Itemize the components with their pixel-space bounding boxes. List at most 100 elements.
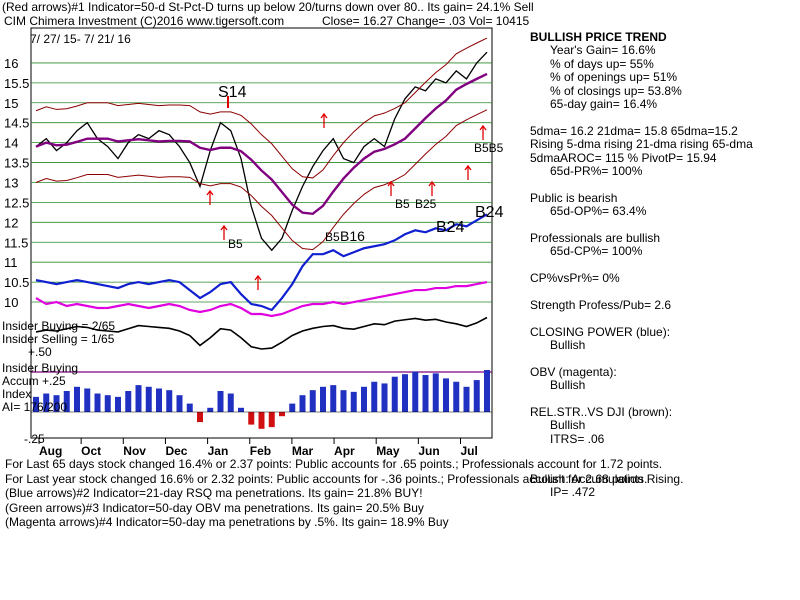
accum-bar	[166, 390, 173, 412]
y-tick-label: 10.5	[4, 275, 29, 290]
panel-line: % of days up= 55%	[550, 56, 654, 71]
accum-bar	[320, 386, 326, 412]
month-label: Nov	[123, 444, 146, 458]
plot-frame	[30, 27, 493, 439]
upper-band	[35, 37, 488, 179]
chart-lines	[35, 37, 488, 318]
month-label: Apr	[334, 444, 355, 458]
arrow-head	[206, 189, 214, 196]
indicator-1-line: (Red arrows)#1 Indicator=50-d St-Pct-D t…	[2, 0, 534, 14]
footer-line: For Last 65 days stock changed 16.4% or …	[5, 457, 663, 471]
accum-bar	[115, 396, 121, 412]
arrow-head	[320, 112, 328, 119]
obv-line	[35, 316, 488, 350]
series-line	[35, 213, 488, 312]
accum-bar	[443, 378, 449, 412]
signal-label: B25	[415, 197, 437, 211]
y-tick-label: 13	[4, 175, 18, 190]
month-axis: Aug Oct Nov Dec Jan Feb Mar Apr May Jun Jul	[38, 438, 478, 458]
signal-label: B5	[325, 230, 340, 244]
footer: For Last 65 days stock changed 16.4% or …	[5, 457, 662, 530]
y-tick-label: 15.5	[4, 76, 29, 91]
y-tick-label: 15	[4, 96, 18, 111]
accum-bar	[402, 374, 408, 412]
accum-bar	[391, 376, 398, 412]
accum-bar	[340, 390, 347, 412]
arrow-head	[479, 124, 487, 131]
panel-line: CLOSING POWER (blue):	[530, 324, 671, 339]
signal-label: B5	[395, 197, 410, 211]
accum-bar	[371, 381, 378, 412]
accum-bar	[135, 385, 142, 412]
accum-bar	[207, 407, 214, 412]
month-label: Mar	[292, 444, 314, 458]
month-label: Aug	[39, 444, 62, 458]
stats-panel: BULLISH PRICE TREND Year's Gain= 16.6%% …	[530, 30, 800, 500]
panel-line: ITRS= .06	[550, 431, 605, 446]
lower-label: -.25	[24, 432, 45, 446]
signal-label: B16	[340, 228, 365, 244]
footer-line: For Last year stock changed 16.6% or 2.3…	[5, 471, 648, 486]
signal-label: B5B5	[474, 141, 504, 155]
panel-line: Rising 5-dma rising 21-dma rising 65-dma	[530, 137, 753, 152]
accum-bar	[309, 390, 316, 412]
panel-line: Bullish	[550, 338, 586, 352]
y-tick-label: 11	[4, 255, 18, 270]
accum-bar	[453, 381, 460, 412]
panel-line: 5dma= 16.2 21dma= 15.8 65dma=15.2	[530, 123, 738, 138]
accum-bar	[186, 403, 193, 412]
ma-line	[35, 72, 488, 216]
panel-line: OBV (magenta):	[530, 364, 617, 379]
panel-line: 5dmaAROC= 115 % PivotP= 15.94	[530, 150, 717, 165]
panel-line: % of closings up= 53.8%	[550, 83, 682, 98]
panel-line: Bullish	[550, 418, 586, 433]
y-tick-label: 13.5	[4, 156, 29, 171]
accum-bar	[176, 395, 183, 412]
accum-bar	[53, 395, 60, 412]
ticker-line: CIM Chimera Investment (C)2016 www.tiger…	[4, 14, 285, 28]
panel-line: Bullish	[550, 378, 586, 393]
y-tick-label: 11.5	[4, 235, 28, 250]
accum-bar	[299, 395, 306, 412]
month-label: May	[376, 444, 400, 458]
y-tick-label: 12	[4, 215, 18, 230]
panel-line: 65-day gain= 16.4%	[550, 96, 658, 111]
accum-bar	[412, 371, 419, 412]
panel-line	[530, 259, 800, 272]
accum-bar	[74, 386, 80, 412]
accum-bar	[63, 391, 70, 412]
lower-label: Accum +.25	[2, 374, 66, 388]
panel-line	[530, 218, 800, 231]
series-line	[35, 281, 488, 318]
panel-line: 65d-CP%= 100%	[550, 244, 643, 259]
lower-label: +.50	[28, 345, 52, 359]
month-label: Feb	[250, 444, 271, 458]
accum-bar	[289, 403, 296, 412]
panel-line: Strength Profess/Pub= 2.6	[530, 297, 672, 312]
accum-bar	[484, 370, 490, 412]
accum-bar	[422, 375, 429, 412]
panel-line: Bullish: Accumulation Rising.	[530, 471, 684, 486]
month-label: Jul	[460, 444, 477, 458]
panel-line	[530, 393, 800, 406]
lower-label: Insider Selling = 1/65	[2, 332, 115, 346]
footer-line: (Green arrows)#3 Indicator=50-day OBV ma…	[5, 500, 424, 515]
lower-band	[35, 109, 488, 251]
panel-line: 65d-PR%= 100%	[550, 163, 643, 178]
price-axis: 16 15.5 15 14.5 14 13.5 13 12.5 12 11.5 11 10.5 10	[4, 56, 29, 310]
panel-lines: Year's Gain= 16.6%% of days up= 55%% of …	[530, 44, 800, 500]
arrow-head	[464, 164, 472, 171]
signal-label: B5	[228, 237, 243, 251]
footer-line: (Blue arrows)#2 Indicator=21-day RSQ ma …	[5, 486, 423, 501]
lower-label: AI= 176/200	[2, 400, 67, 414]
accum-bar	[104, 395, 111, 412]
accum-bar	[330, 385, 337, 412]
accum-bar	[432, 373, 439, 412]
panel-line	[530, 352, 800, 365]
accum-bar	[361, 386, 367, 412]
accum-bar	[217, 391, 224, 412]
accum-bar	[258, 412, 265, 429]
panel-line: Professionals are bullish	[530, 230, 661, 245]
accum-bar	[156, 388, 162, 412]
